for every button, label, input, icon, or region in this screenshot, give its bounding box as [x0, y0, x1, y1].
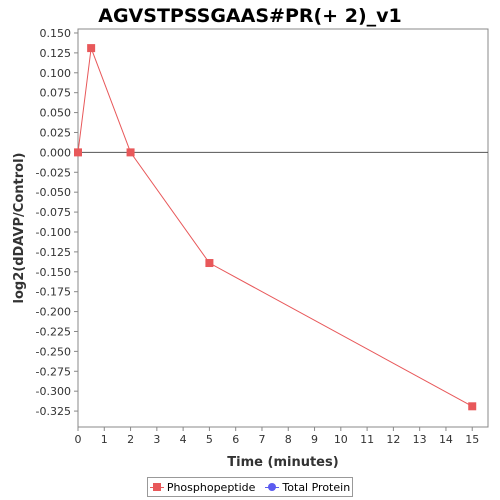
y-tick-label: -0.150 — [36, 266, 71, 279]
legend-item-phosphopeptide: Phosphopeptide — [149, 480, 256, 494]
x-tick-label: 7 — [258, 433, 265, 446]
y-tick-label: -0.225 — [36, 325, 71, 338]
y-tick-label: -0.250 — [36, 345, 71, 358]
phosphopeptide-data-point — [205, 259, 214, 268]
chart-title: AGVSTPSSGAAS#PR(+ 2)_v1 — [98, 5, 402, 27]
y-tick-label: 0.000 — [40, 146, 72, 159]
x-tick-label: 15 — [465, 433, 479, 446]
y-axis-title: log2(dDAVP/Control) — [12, 153, 27, 304]
phosphopeptide-data-point — [74, 148, 82, 157]
x-tick-label: 0 — [75, 433, 82, 446]
x-tick-label: 1 — [101, 433, 108, 446]
y-tick-label: -0.125 — [36, 246, 71, 259]
legend: Phosphopeptide Total Protein — [147, 477, 353, 497]
y-axis: 0.150 0.125 0.100 0.075 0.050 0.025 0.000 -0.02… — [36, 27, 78, 418]
legend-label-total-protein: Total Protein — [282, 480, 351, 494]
square-marker-icon — [149, 482, 164, 492]
phosphopeptide-points — [74, 44, 477, 411]
x-tick-label: 9 — [311, 433, 318, 446]
x-tick-label: 3 — [153, 433, 160, 446]
legend-label-phosphopeptide: Phosphopeptide — [166, 480, 256, 494]
legend-item-total-protein: Total Protein — [265, 481, 350, 494]
y-tick-label: 0.150 — [40, 27, 72, 40]
y-tick-label: 0.100 — [40, 67, 72, 80]
x-tick-label: 4 — [180, 433, 187, 446]
y-tick-label: -0.100 — [36, 226, 71, 239]
y-tick-label: -0.050 — [36, 186, 71, 199]
x-tick-label: 13 — [413, 433, 427, 446]
y-tick-label: -0.325 — [36, 405, 71, 418]
plot-area — [77, 28, 489, 428]
x-tick-label: 6 — [232, 433, 239, 446]
y-tick-label: 0.025 — [40, 126, 72, 139]
y-tick-label: 0.125 — [40, 47, 72, 60]
y-tick-label: -0.200 — [36, 306, 71, 319]
x-tick-label: 5 — [206, 433, 213, 446]
x-tick-label: 14 — [439, 433, 453, 446]
y-tick-label: -0.300 — [36, 385, 71, 398]
y-tick-label: -0.275 — [36, 365, 71, 378]
phosphopeptide-data-point — [126, 148, 135, 157]
y-tick-label: 0.075 — [40, 87, 72, 100]
x-tick-label: 12 — [386, 433, 400, 446]
y-tick-label: -0.075 — [36, 206, 71, 219]
y-tick-label: 0.050 — [40, 107, 72, 120]
x-axis: 0 1 2 3 4 5 6 7 8 9 10 11 12 13 14 15 — [75, 427, 479, 446]
y-tick-label: -0.175 — [36, 286, 71, 299]
x-tick-label: 8 — [285, 433, 292, 446]
circle-marker-icon — [265, 482, 280, 492]
phosphopeptide-data-point — [468, 402, 477, 411]
x-tick-label: 10 — [334, 433, 348, 446]
x-axis-title: Time (minutes) — [227, 455, 338, 470]
phosphopeptide-data-point — [87, 44, 96, 53]
y-tick-label: -0.025 — [36, 166, 71, 179]
x-tick-label: 2 — [127, 433, 134, 446]
x-tick-label: 11 — [360, 433, 374, 446]
